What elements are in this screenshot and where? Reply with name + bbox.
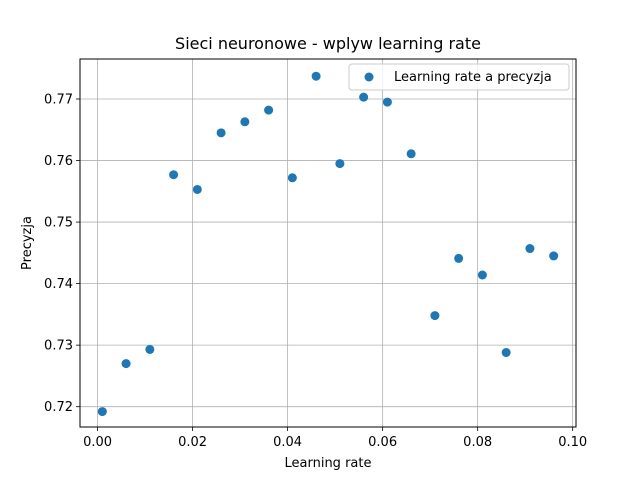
- y-tick-label: 0.75: [44, 216, 73, 231]
- data-point: [359, 92, 369, 102]
- y-tick-label: 0.72: [44, 400, 73, 415]
- data-point: [477, 270, 487, 280]
- data-point: [121, 359, 131, 369]
- legend-label: Learning rate a precyzja: [394, 70, 552, 85]
- x-tick-label: 0.06: [368, 435, 397, 450]
- grid-lines: [80, 59, 576, 427]
- data-point: [97, 407, 107, 417]
- data-point: [454, 253, 464, 263]
- y-axis: 0.72 0.73 0.74 0.75 0.76 0.77: [44, 93, 80, 415]
- x-tick-label: 0.02: [178, 435, 207, 450]
- y-axis-label: Precyzja: [20, 216, 35, 270]
- legend-box: [348, 63, 570, 91]
- legend: Learning rate a precyzja: [348, 63, 570, 91]
- data-point: [264, 105, 274, 115]
- data-point: [287, 173, 297, 183]
- data-points: [97, 71, 559, 417]
- x-tick-label: 0.08: [463, 435, 492, 450]
- data-point: [145, 344, 155, 354]
- data-point: [240, 117, 250, 127]
- legend-marker: [364, 72, 374, 82]
- chart-title: Sieci neuronowe - wplyw learning rate: [175, 34, 481, 53]
- data-point: [501, 348, 511, 358]
- y-tick-label: 0.73: [44, 339, 73, 354]
- data-point: [216, 128, 226, 138]
- data-point: [430, 311, 440, 321]
- plot-frame: [79, 58, 577, 428]
- y-tick-label: 0.74: [44, 277, 73, 292]
- data-point: [335, 159, 345, 169]
- x-axis: 0.00 0.02 0.04 0.06 0.08 0.10: [83, 427, 587, 450]
- data-point: [406, 149, 416, 159]
- y-tick-label: 0.77: [44, 93, 73, 108]
- data-point: [525, 244, 535, 254]
- x-tick-label: 0.00: [83, 435, 112, 450]
- data-point: [311, 71, 321, 81]
- data-point: [192, 184, 202, 194]
- x-tick-label: 0.10: [558, 435, 587, 450]
- data-point: [549, 251, 559, 261]
- data-point: [382, 97, 392, 107]
- y-tick-label: 0.76: [44, 154, 73, 169]
- data-point: [169, 170, 179, 180]
- x-tick-label: 0.04: [273, 435, 302, 450]
- x-axis-label: Learning rate: [285, 456, 372, 471]
